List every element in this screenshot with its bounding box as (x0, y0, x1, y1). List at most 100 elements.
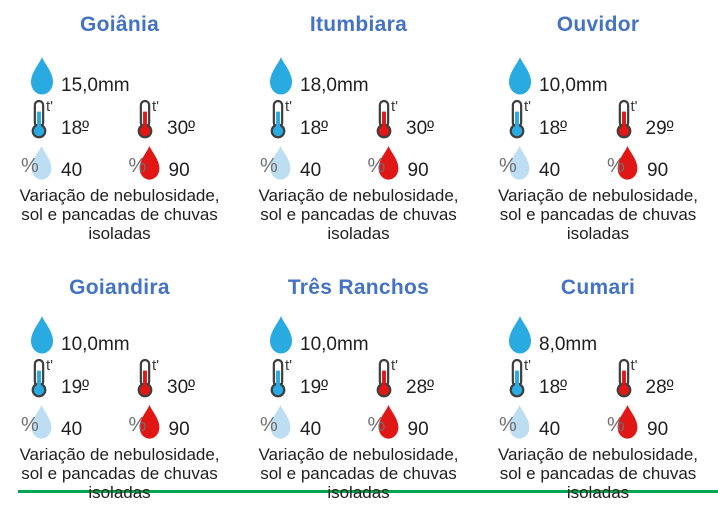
degree-symbol: º (666, 377, 674, 398)
max-humidity: % 90 (129, 143, 240, 181)
max-temperature: t' 29º (612, 98, 718, 139)
city-panel-tres-ranchos: Três Ranchos 10,0mm t' 19º t' 28º (239, 255, 478, 505)
percent-symbol: % (367, 414, 386, 436)
min-humidity: % 40 (21, 402, 132, 440)
rain-drop-icon (505, 56, 535, 96)
min-humidity-value: 40 (539, 160, 561, 181)
max-temperature: t' 30º (133, 98, 239, 139)
max-humidity-value: 90 (647, 419, 669, 440)
percent-symbol: % (260, 155, 278, 177)
temperature-row: t' 18º t' 28º (505, 357, 718, 398)
city-panel-goiania: Goiânia 15,0mm t' 18º t' 30º % (0, 0, 239, 255)
min-humidity-value: 40 (300, 419, 322, 440)
min-temp-value: 18º (539, 118, 568, 139)
percent-symbol: % (21, 155, 39, 177)
forecast-line: isoladas (88, 224, 151, 243)
temp-marker-label: t' (630, 357, 638, 374)
rainfall-row: 15,0mm (27, 54, 239, 96)
max-humidity-value: 90 (168, 419, 190, 440)
max-humidity-value: 90 (647, 160, 669, 181)
max-temp-value: 30º (167, 377, 196, 398)
forecast-text: Variação de nebulosidade, sol e pancadas… (478, 445, 718, 502)
humidity-low-drop-icon: % (21, 145, 55, 181)
green-divider-line (18, 490, 718, 493)
min-temperature: t' 19º (27, 357, 133, 398)
percent-symbol: % (607, 414, 625, 436)
rainfall-row: 10,0mm (27, 313, 239, 355)
temp-marker-label: t' (152, 98, 160, 115)
rainfall-value: 8,0mm (539, 334, 598, 355)
humidity-row: % 40 % 90 (260, 143, 478, 181)
humidity-row: % 40 % 90 (499, 402, 718, 440)
humidity-low-drop-icon: % (21, 404, 55, 440)
forecast-text: Variação de nebulosidade, sol e pancadas… (478, 186, 718, 243)
rainfall-row: 10,0mm (266, 313, 478, 355)
temp-marker-label: t' (46, 98, 54, 115)
max-humidity: % 90 (128, 402, 240, 440)
degree-symbol: º (427, 377, 435, 398)
temp-marker-label: t' (152, 357, 160, 374)
max-temp-value: 29º (645, 118, 674, 139)
min-temperature: t' 18º (266, 98, 372, 139)
temp-marker-label: t' (285, 98, 293, 115)
degree-symbol: º (188, 118, 196, 139)
forecast-line: Variação de nebulosidade, (497, 186, 699, 205)
temp-marker-label: t' (285, 357, 293, 374)
max-temperature: t' 30º (372, 98, 478, 139)
humidity-low-drop-icon: % (499, 404, 533, 440)
min-temperature: t' 18º (505, 98, 612, 139)
forecast-line: isoladas (327, 224, 390, 243)
max-humidity: % 90 (607, 402, 718, 440)
min-humidity: % 40 (21, 143, 132, 181)
min-temp-value: 18º (61, 118, 90, 139)
min-temperature: t' 18º (505, 357, 612, 398)
max-temp-value: 30º (406, 118, 435, 139)
degree-symbol: º (82, 118, 90, 139)
max-temperature: t' 28º (372, 357, 478, 398)
forecast-line: sol e pancadas de chuvas (260, 464, 457, 483)
percent-symbol: % (499, 155, 517, 177)
forecast-line: sol e pancadas de chuvas (260, 205, 457, 224)
degree-symbol: º (427, 118, 435, 139)
forecast-line: Variação de nebulosidade, (19, 445, 220, 464)
forecast-line: isoladas (327, 483, 390, 502)
temp-marker-label: t' (524, 98, 532, 115)
rainfall-row: 8,0mm (505, 313, 718, 355)
percent-symbol: % (128, 414, 147, 436)
forecast-line: sol e pancadas de chuvas (21, 464, 218, 483)
max-temp-value: 30º (167, 118, 196, 139)
max-temp-value: 28º (406, 377, 435, 398)
temperature-row: t' 18º t' 30º (266, 98, 478, 139)
temp-marker-label: t' (391, 98, 399, 115)
min-humidity: % 40 (260, 143, 371, 181)
min-temperature: t' 19º (266, 357, 372, 398)
min-temp-value: 19º (61, 377, 90, 398)
degree-symbol: º (560, 377, 568, 398)
city-name: Ouvidor (556, 13, 640, 36)
humidity-row: % 40 % 90 (499, 143, 718, 181)
city-panel-goiandira: Goiandira 10,0mm t' 19º t' 30º (0, 255, 239, 505)
forecast-line: isoladas (566, 224, 630, 243)
min-humidity: % 40 (499, 402, 610, 440)
city-panel-itumbiara: Itumbiara 18,0mm t' 18º t' 30º (239, 0, 478, 255)
max-humidity: % 90 (607, 143, 718, 181)
city-panel-ouvidor: Ouvidor 10,0mm t' 18º t' 29º % (478, 0, 718, 255)
max-humidity: % 90 (367, 402, 479, 440)
rainfall-value: 10,0mm (61, 334, 130, 355)
degree-symbol: º (666, 118, 674, 139)
temp-marker-label: t' (524, 357, 532, 374)
min-humidity-value: 40 (539, 419, 561, 440)
max-humidity-value: 90 (168, 160, 190, 181)
forecast-line: sol e pancadas de chuvas (499, 205, 697, 224)
city-name: Goiânia (79, 13, 160, 36)
city-panel-cumari: Cumari 8,0mm t' 18º t' 28º % (478, 255, 718, 505)
min-humidity-value: 40 (300, 160, 322, 181)
city-name: Cumari (560, 276, 636, 299)
rain-drop-icon (266, 56, 296, 96)
percent-symbol: % (367, 155, 386, 177)
min-temp-value: 19º (300, 377, 329, 398)
forecast-line: sol e pancadas de chuvas (499, 464, 697, 483)
rainfall-value: 10,0mm (300, 334, 369, 355)
degree-symbol: º (321, 118, 329, 139)
